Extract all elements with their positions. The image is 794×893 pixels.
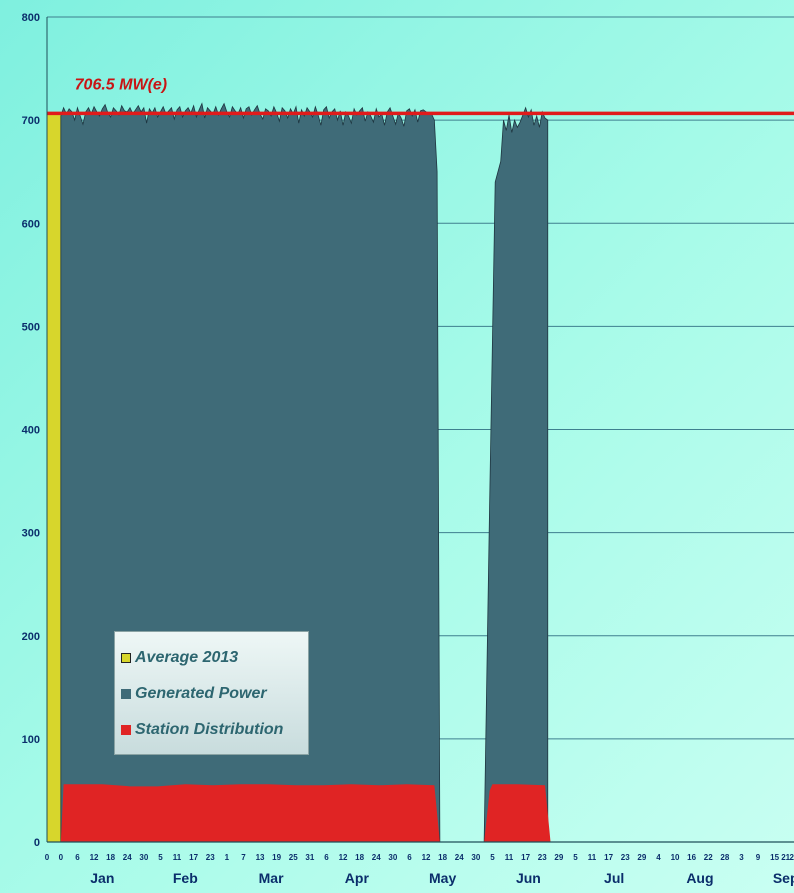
x-tick-label: 0 [59,853,64,862]
series-area-average-2013 [47,113,61,842]
month-label-jun: Jun [516,870,541,886]
x-tick-label: 21 [781,853,790,862]
x-tick-label: 23 [621,853,630,862]
x-tick-label: 28 [720,853,729,862]
x-tick-label: 12 [422,853,431,862]
x-tick-label: 6 [324,853,329,862]
x-tick-label: 7 [241,853,246,862]
x-tick-label: 29 [554,853,563,862]
y-tick-label: 0 [34,837,40,849]
x-tick-label: 13 [256,853,265,862]
y-tick-label: 800 [22,12,40,24]
legend: Average 2013 Generated Power Station Dis… [114,631,309,755]
x-tick-label: 15 [770,853,779,862]
x-tick-label: 24 [123,853,132,862]
x-tick-label: 5 [158,853,163,862]
x-tick-label: 11 [173,853,182,862]
month-label-may: May [429,870,456,886]
generated-power-swatch-icon [121,689,131,699]
x-tick-label: 30 [139,853,148,862]
x-tick-label: 12 [339,853,348,862]
reference-line-label: 706.5 MW(e) [75,76,167,93]
y-tick-label: 700 [22,115,40,127]
x-tick-label: 5 [573,853,578,862]
x-tick-label: 18 [355,853,364,862]
y-tick-label: 400 [22,425,40,437]
x-tick-label: 22 [704,853,713,862]
x-tick-label: 9 [756,853,761,862]
month-label-mar: Mar [259,870,284,886]
x-tick-label: 17 [521,853,530,862]
legend-item-generated-power[interactable]: Generated Power [121,676,302,712]
legend-item-average-2013[interactable]: Average 2013 [121,640,302,676]
legend-label: Average 2013 [135,649,239,666]
x-tick-label: 30 [471,853,480,862]
x-tick-label: 11 [505,853,514,862]
month-label-jul: Jul [604,870,624,886]
x-tick-label: 11 [588,853,597,862]
x-tick-label: 24 [455,853,464,862]
x-tick-label: 19 [272,853,281,862]
y-tick-label: 600 [22,218,40,230]
y-tick-label: 500 [22,321,40,333]
legend-label: Station Distribution [135,721,284,738]
x-tick-label: 12 [90,853,99,862]
y-tick-label: 100 [22,734,40,746]
x-tick-label: 3 [739,853,744,862]
station-distribution-swatch-icon [121,725,131,735]
x-tick-label: 31 [305,853,314,862]
x-tick-label: 18 [438,853,447,862]
x-tick-label: 24 [372,853,381,862]
legend-label: Generated Power [135,685,267,702]
x-tick-label: 25 [289,853,298,862]
x-tick-label: 23 [206,853,215,862]
reference-line-layer: 706.5 MW(e) [47,76,794,116]
average-2013-swatch-icon [121,653,131,663]
series-area-station-distribution [60,784,551,842]
x-tick-label: 23 [538,853,547,862]
x-tick-label: 6 [75,853,80,862]
x-tick-label: 17 [604,853,613,862]
x-tick-label: 0 [45,853,50,862]
x-tick-label: 4 [656,853,661,862]
x-tick-label: 16 [687,853,696,862]
x-tick-label: 10 [671,853,680,862]
x-tick-label: 18 [106,853,115,862]
month-label-sep: Sep [773,870,794,886]
y-tick-label: 300 [22,528,40,540]
legend-item-station-distribution[interactable]: Station Distribution [121,712,302,748]
x-tick-label: 5 [490,853,495,862]
x-tick-label: 29 [637,853,646,862]
y-tick-label: 200 [22,631,40,643]
month-label-aug: Aug [686,870,713,886]
x-tick-label: 27 [790,853,794,862]
month-label-jan: Jan [90,870,114,886]
x-tick-label: 1 [225,853,230,862]
x-tick-label: 30 [388,853,397,862]
month-label-apr: Apr [345,870,370,886]
x-tick-label: 17 [189,853,198,862]
month-label-feb: Feb [173,870,198,886]
x-tick-label: 6 [407,853,412,862]
